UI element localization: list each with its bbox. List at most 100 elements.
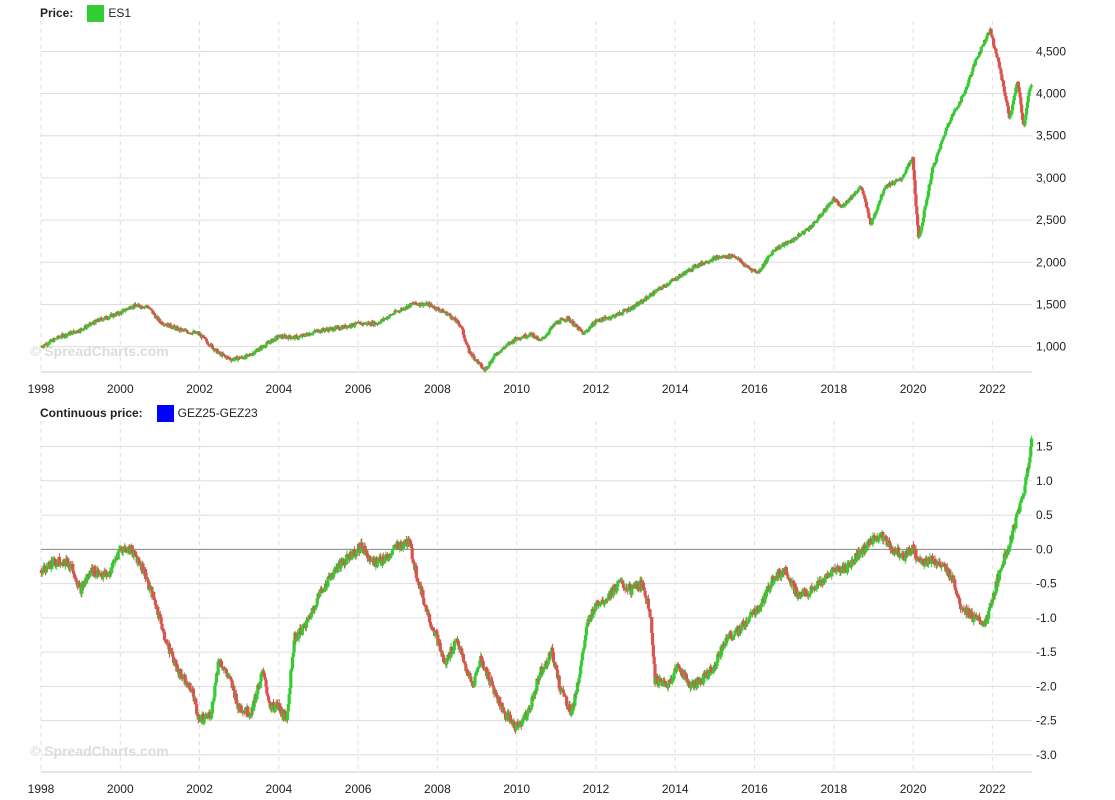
- candle-down: [408, 540, 413, 544]
- candle-down: [413, 301, 418, 304]
- candle-down: [891, 549, 895, 554]
- candle-down: [342, 561, 346, 564]
- candle-up: [720, 257, 724, 259]
- candle-down: [257, 687, 262, 689]
- candle-up: [257, 350, 261, 352]
- candle-up: [487, 365, 491, 368]
- candle-up: [168, 651, 172, 654]
- candle-up: [999, 568, 1003, 572]
- y-tick-label: -0.5: [1036, 577, 1057, 591]
- candle-up: [1021, 495, 1025, 497]
- candle-up: [908, 161, 912, 165]
- legend-series-name[interactable]: ES1: [108, 6, 132, 20]
- candle-down: [643, 590, 647, 596]
- candle-up: [1009, 114, 1013, 116]
- candle-up: [631, 586, 635, 589]
- candle-up: [485, 672, 489, 677]
- candle-down: [864, 202, 869, 208]
- candle-down: [555, 670, 560, 679]
- candle-up: [332, 329, 337, 331]
- legend-series-name[interactable]: GEZ25-GEZ23: [177, 406, 258, 420]
- candle-up: [604, 599, 608, 603]
- candle-down: [825, 573, 829, 575]
- legend-swatch-es1[interactable]: [87, 4, 105, 22]
- candle-up: [936, 151, 940, 154]
- candle-down: [741, 262, 745, 266]
- candle-down: [479, 362, 483, 364]
- candle-up: [981, 44, 985, 47]
- candle-down: [529, 332, 533, 334]
- candle-down: [579, 329, 583, 331]
- candle-up: [892, 182, 897, 185]
- candle-down: [368, 322, 372, 325]
- candle-up: [545, 334, 549, 336]
- candle-up: [1015, 84, 1019, 88]
- candle-up: [498, 352, 502, 354]
- candle-up: [491, 358, 495, 360]
- candle-up: [108, 316, 112, 318]
- watermark: © SpreadCharts.com: [30, 743, 169, 759]
- candle-down: [921, 558, 926, 566]
- candle-down: [510, 720, 514, 724]
- candle-down: [205, 341, 210, 344]
- candle-down: [881, 531, 885, 542]
- candle-down: [263, 677, 267, 680]
- candle-up: [408, 303, 413, 307]
- candle-up: [603, 602, 608, 604]
- candle-down: [491, 684, 495, 688]
- candle-down: [442, 311, 447, 313]
- candle-down: [130, 545, 134, 554]
- candle-up: [250, 707, 254, 716]
- candle-down: [459, 325, 463, 327]
- candle-up: [294, 335, 298, 339]
- candle-up: [121, 549, 125, 553]
- candle-up: [474, 673, 478, 677]
- candle-up: [672, 278, 676, 281]
- candle-up: [311, 332, 315, 334]
- candle-down: [94, 575, 98, 577]
- candle-up: [871, 218, 875, 220]
- candle-down: [859, 186, 864, 189]
- candle-up: [206, 713, 210, 717]
- candle-up: [426, 303, 430, 306]
- candle-down: [357, 321, 361, 323]
- candle-down: [991, 38, 996, 46]
- candle-up: [451, 652, 455, 654]
- candle-down: [630, 307, 634, 310]
- candle-up: [975, 57, 979, 60]
- candle-down: [576, 682, 580, 684]
- candle-down: [676, 663, 680, 665]
- candle-down: [195, 704, 199, 715]
- legend-swatch-spread[interactable]: [156, 404, 174, 422]
- candle-down: [149, 308, 153, 310]
- candle-up: [972, 618, 976, 623]
- candle-up: [931, 166, 935, 168]
- candle-up: [816, 219, 820, 221]
- candle-up: [765, 257, 769, 262]
- candle-up: [902, 174, 907, 176]
- y-tick-label: 4,500: [1036, 44, 1066, 58]
- candle-down: [153, 600, 157, 606]
- candle-up: [504, 345, 508, 347]
- candle-up: [937, 149, 941, 152]
- candle-down: [969, 74, 973, 76]
- candle-down: [868, 218, 873, 225]
- candle-up: [966, 83, 970, 87]
- candle-up: [109, 314, 113, 317]
- candle-down: [818, 579, 822, 585]
- candle-up: [287, 694, 291, 705]
- candle-up: [332, 330, 336, 332]
- candle-down: [915, 206, 919, 215]
- candle-up: [1025, 102, 1030, 108]
- candle-down: [196, 713, 200, 720]
- candle-up: [307, 616, 311, 619]
- candle-up: [748, 615, 752, 618]
- candle-up: [920, 559, 924, 563]
- candle-down: [598, 320, 602, 322]
- candle-up: [746, 621, 750, 623]
- candle-down: [489, 679, 494, 681]
- candle-up: [505, 343, 509, 346]
- candle-up: [939, 144, 943, 149]
- candle-down: [374, 322, 378, 324]
- candle-up: [88, 570, 92, 577]
